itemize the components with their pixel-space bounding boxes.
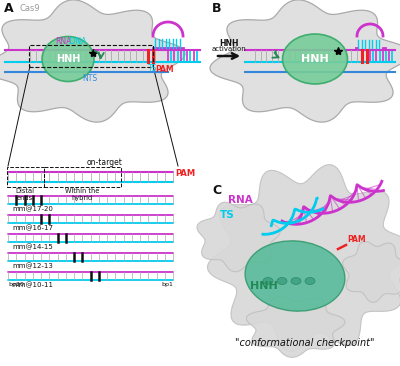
- Ellipse shape: [282, 34, 348, 84]
- Text: mm@12-13: mm@12-13: [12, 263, 53, 269]
- PathPatch shape: [210, 0, 400, 122]
- Text: C: C: [212, 184, 221, 197]
- Ellipse shape: [245, 241, 345, 311]
- Ellipse shape: [291, 277, 301, 284]
- Text: TS: TS: [148, 64, 157, 73]
- Text: HNH: HNH: [301, 54, 329, 64]
- Text: Within the
hybrid: Within the hybrid: [65, 188, 99, 201]
- Text: mm@17-20: mm@17-20: [12, 206, 53, 213]
- Text: A: A: [4, 2, 14, 15]
- Text: HNH: HNH: [219, 39, 239, 48]
- Text: mm@14-15: mm@14-15: [12, 244, 53, 250]
- Text: NTS: NTS: [82, 74, 97, 83]
- PathPatch shape: [197, 202, 280, 272]
- Text: activation: activation: [212, 46, 246, 52]
- Text: bp20: bp20: [8, 282, 24, 287]
- Text: Cas9: Cas9: [20, 4, 41, 13]
- Text: "conformational checkpoint": "conformational checkpoint": [235, 338, 375, 348]
- Text: B: B: [212, 2, 222, 15]
- Text: Distal
ends: Distal ends: [16, 188, 34, 201]
- Text: PAM: PAM: [175, 168, 195, 178]
- Ellipse shape: [42, 37, 94, 82]
- PathPatch shape: [246, 296, 345, 357]
- Ellipse shape: [277, 277, 287, 284]
- PathPatch shape: [208, 165, 400, 351]
- Text: HNH: HNH: [250, 281, 278, 291]
- Ellipse shape: [305, 277, 315, 284]
- Text: TS: TS: [220, 210, 235, 220]
- Text: mm@10-11: mm@10-11: [12, 282, 53, 288]
- Text: PAM: PAM: [155, 66, 174, 75]
- Text: HNH: HNH: [56, 54, 80, 64]
- Ellipse shape: [263, 277, 273, 284]
- Text: RNA: RNA: [228, 195, 253, 205]
- Text: on-target: on-target: [87, 158, 123, 167]
- Text: bp1: bp1: [161, 282, 173, 287]
- Text: RNA: RNA: [55, 37, 71, 46]
- Text: PAM: PAM: [347, 235, 366, 244]
- Text: :DNA: :DNA: [67, 37, 86, 46]
- PathPatch shape: [343, 242, 400, 302]
- Text: mm@16-17: mm@16-17: [12, 225, 53, 231]
- PathPatch shape: [0, 0, 185, 122]
